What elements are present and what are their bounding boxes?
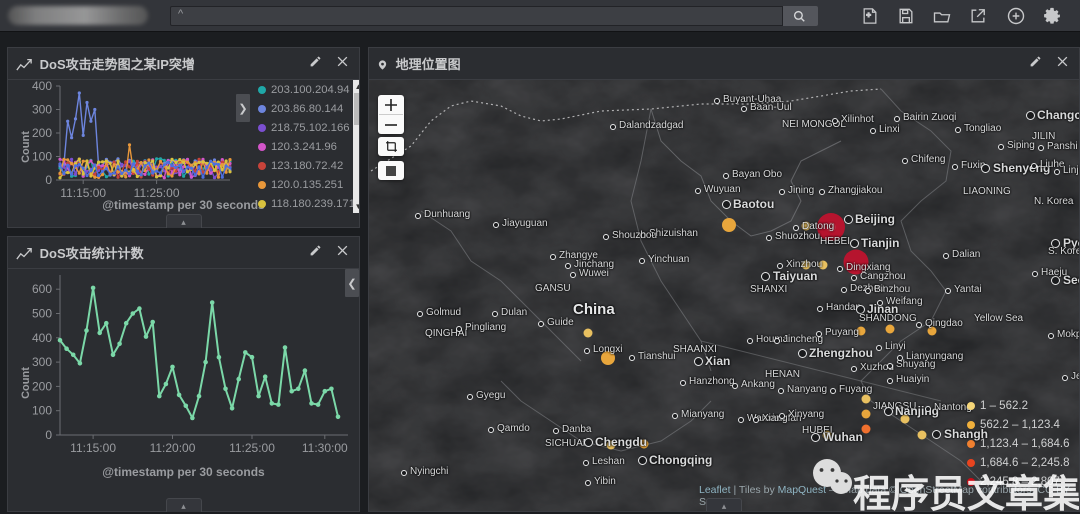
svg-text:300: 300 bbox=[32, 355, 52, 369]
svg-text:11:30:00: 11:30:00 bbox=[302, 441, 348, 455]
svg-text:200: 200 bbox=[32, 379, 52, 393]
svg-text:100: 100 bbox=[32, 404, 52, 418]
svg-text:11:20:00: 11:20:00 bbox=[150, 441, 196, 455]
svg-text:11:25:00: 11:25:00 bbox=[229, 441, 275, 455]
svg-text:0: 0 bbox=[45, 173, 52, 187]
svg-text:11:15:00: 11:15:00 bbox=[70, 441, 116, 455]
svg-text:0: 0 bbox=[45, 428, 52, 442]
svg-text:300: 300 bbox=[32, 103, 52, 117]
svg-text:600: 600 bbox=[32, 282, 52, 296]
svg-text:500: 500 bbox=[32, 307, 52, 321]
svg-text:400: 400 bbox=[32, 331, 52, 345]
svg-text:400: 400 bbox=[32, 80, 52, 93]
svg-text:200: 200 bbox=[32, 126, 52, 140]
svg-text:100: 100 bbox=[32, 150, 52, 164]
